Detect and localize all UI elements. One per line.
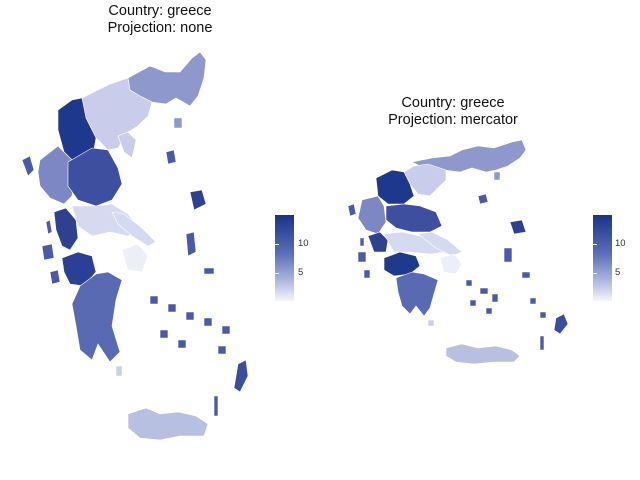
legend-colorbar-mercator <box>593 215 612 301</box>
island-karpathos <box>540 336 544 350</box>
island-kythira <box>428 320 434 326</box>
island-cyclades-1 <box>466 280 472 286</box>
island-dodecanese-1 <box>530 298 536 304</box>
region-epirus <box>358 196 386 234</box>
island-chios <box>504 248 512 262</box>
island-cyclades-2 <box>480 288 488 294</box>
region-attica <box>440 254 462 274</box>
island-rhodes <box>554 314 568 334</box>
legend-tickmark <box>593 273 597 274</box>
island-zakynthos <box>364 270 370 278</box>
island-lefkada <box>360 238 364 246</box>
region-peloponnese <box>396 272 438 316</box>
island-samos <box>522 272 530 278</box>
legend-tick-5: 5 <box>615 267 620 278</box>
island-kefalonia <box>358 252 366 262</box>
legend-tickmark <box>593 244 597 245</box>
legend-tick-10: 10 <box>615 238 626 249</box>
island-cyclades-4 <box>470 300 476 306</box>
island-crete <box>446 344 520 364</box>
island-corfu <box>348 204 356 216</box>
region-thessaly <box>386 204 442 232</box>
island-thasos <box>494 172 500 180</box>
island-cyclades-3 <box>492 294 498 302</box>
island-dodecanese-2 <box>540 312 546 318</box>
island-lemnos <box>478 194 488 204</box>
island-lesvos <box>510 220 526 234</box>
island-cyclades-5 <box>486 308 492 314</box>
